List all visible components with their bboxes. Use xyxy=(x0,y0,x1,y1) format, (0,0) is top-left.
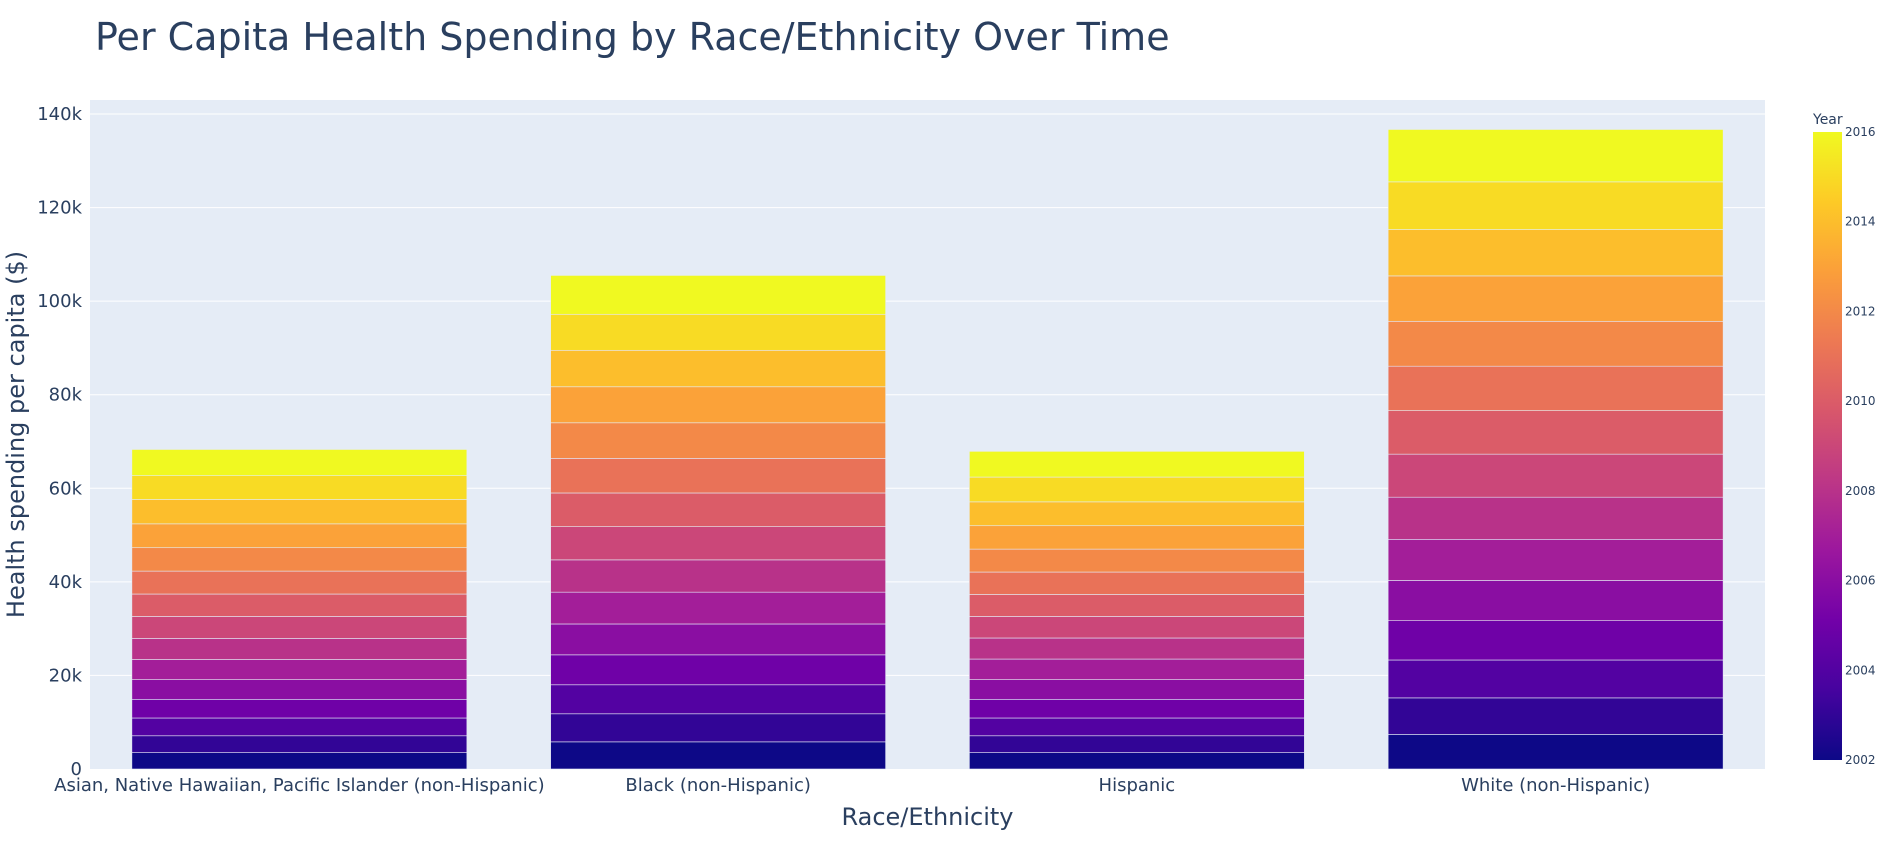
colorbar-tick-label: 2008 xyxy=(1845,484,1876,498)
bar-segment xyxy=(1387,580,1724,621)
bar-segment xyxy=(1387,734,1724,770)
y-tick-label: 120k xyxy=(37,198,82,219)
x-tick-labels: Asian, Native Hawaiian, Pacific Islander… xyxy=(54,775,1650,796)
bar-segment xyxy=(550,741,886,770)
bar-segment xyxy=(1387,620,1724,661)
bar-segment xyxy=(550,713,886,743)
bar-segment xyxy=(550,559,886,593)
bars xyxy=(131,129,1724,770)
bar-segment xyxy=(1387,365,1724,411)
colorbar-tick-label: 2012 xyxy=(1845,304,1876,318)
bar-segment xyxy=(1387,229,1724,277)
bar-segment xyxy=(550,422,886,459)
bar-segment xyxy=(969,717,1305,737)
colorbar-gradient xyxy=(1813,132,1842,760)
bar-segment xyxy=(550,684,886,715)
bar-segment xyxy=(131,570,468,595)
colorbar-tick-label: 2016 xyxy=(1845,125,1876,139)
bar-segment xyxy=(131,659,468,680)
bar-segment xyxy=(1387,410,1724,455)
bar-segment xyxy=(969,594,1305,617)
bar-segment xyxy=(969,752,1305,770)
bar-segment xyxy=(1387,496,1724,540)
bar-segment xyxy=(969,571,1305,595)
x-tick-label: Black (non-Hispanic) xyxy=(625,775,810,796)
bar-segment xyxy=(131,593,468,617)
colorbar-tick-label: 2006 xyxy=(1845,574,1876,588)
bar-segment xyxy=(1387,659,1724,699)
bar-segment xyxy=(550,349,886,388)
bar-segment xyxy=(969,451,1305,478)
y-tick-label: 140k xyxy=(37,104,82,125)
bar-segment xyxy=(969,637,1305,660)
y-tick-label: 40k xyxy=(49,572,83,593)
bar-segment xyxy=(1387,181,1724,230)
x-tick-label: Asian, Native Hawaiian, Pacific Islander… xyxy=(54,775,545,796)
bar-segment xyxy=(969,735,1305,753)
bar-segment xyxy=(1387,129,1724,183)
colorbar-ticks: 2002 2004 2006 2008 2010 2012 2014 2016 xyxy=(1845,125,1876,767)
bar-segment xyxy=(131,499,468,525)
bar-segment xyxy=(969,501,1305,527)
bar-segment xyxy=(1387,275,1724,322)
bar-segment xyxy=(969,525,1305,550)
x-axis-title: Race/Ethnicity xyxy=(841,803,1013,831)
bar-segment xyxy=(969,616,1305,639)
x-tick-label: White (non-Hispanic) xyxy=(1461,775,1650,796)
bar-segment xyxy=(1387,538,1724,581)
y-tick-label: 20k xyxy=(49,665,83,686)
colorbar-tick-label: 2010 xyxy=(1845,394,1876,408)
bar-segment xyxy=(550,275,886,315)
bar-segment xyxy=(550,313,886,351)
x-tick-label: Hispanic xyxy=(1099,775,1176,796)
bar-segment xyxy=(131,449,468,476)
bar-segment xyxy=(131,735,468,753)
bar-segment xyxy=(131,638,468,660)
y-tick-label: 60k xyxy=(49,478,83,499)
y-tick-label: 0 xyxy=(71,759,82,780)
bar-segment xyxy=(131,698,468,719)
colorbar-tick-label: 2004 xyxy=(1845,663,1876,677)
bar-segment xyxy=(550,591,886,625)
bar-segment xyxy=(131,547,468,572)
bar-segment xyxy=(131,523,468,549)
bar-segment xyxy=(969,698,1305,719)
bar-segment xyxy=(131,679,468,700)
y-axis-title: Health spending per capita ($) xyxy=(2,251,30,618)
bar-segment xyxy=(550,386,886,424)
colorbar-title: Year xyxy=(1812,112,1843,128)
bar-segment xyxy=(969,548,1305,573)
bar-segment xyxy=(969,679,1305,700)
y-tick-label: 100k xyxy=(37,291,82,312)
bar-segment xyxy=(550,654,886,686)
bar-segment xyxy=(131,752,468,770)
bar-segment xyxy=(1387,697,1724,735)
chart-title: Per Capita Health Spending by Race/Ethni… xyxy=(95,15,1170,59)
y-tick-label: 80k xyxy=(49,385,83,406)
bar-segment xyxy=(969,476,1305,503)
bar-segment xyxy=(131,475,468,500)
bar-segment xyxy=(1387,320,1724,367)
y-tick-labels: 0 20k 40k 60k 80k 100k 120k 140k xyxy=(37,104,82,780)
colorbar-tick-label: 2014 xyxy=(1845,215,1876,229)
bar-segment xyxy=(550,526,886,561)
bar-segment xyxy=(550,458,886,494)
bar-segment xyxy=(550,492,886,527)
bar-segment xyxy=(131,717,468,737)
colorbar-tick-label: 2002 xyxy=(1845,753,1876,767)
bar-segment xyxy=(1387,453,1724,498)
bar-segment xyxy=(969,658,1305,680)
bar-segment xyxy=(131,616,468,639)
bar-segment xyxy=(550,623,886,656)
colorbar: Year 2002 2004 2006 2008 2010 2012 2014 2016 xyxy=(1812,112,1876,767)
